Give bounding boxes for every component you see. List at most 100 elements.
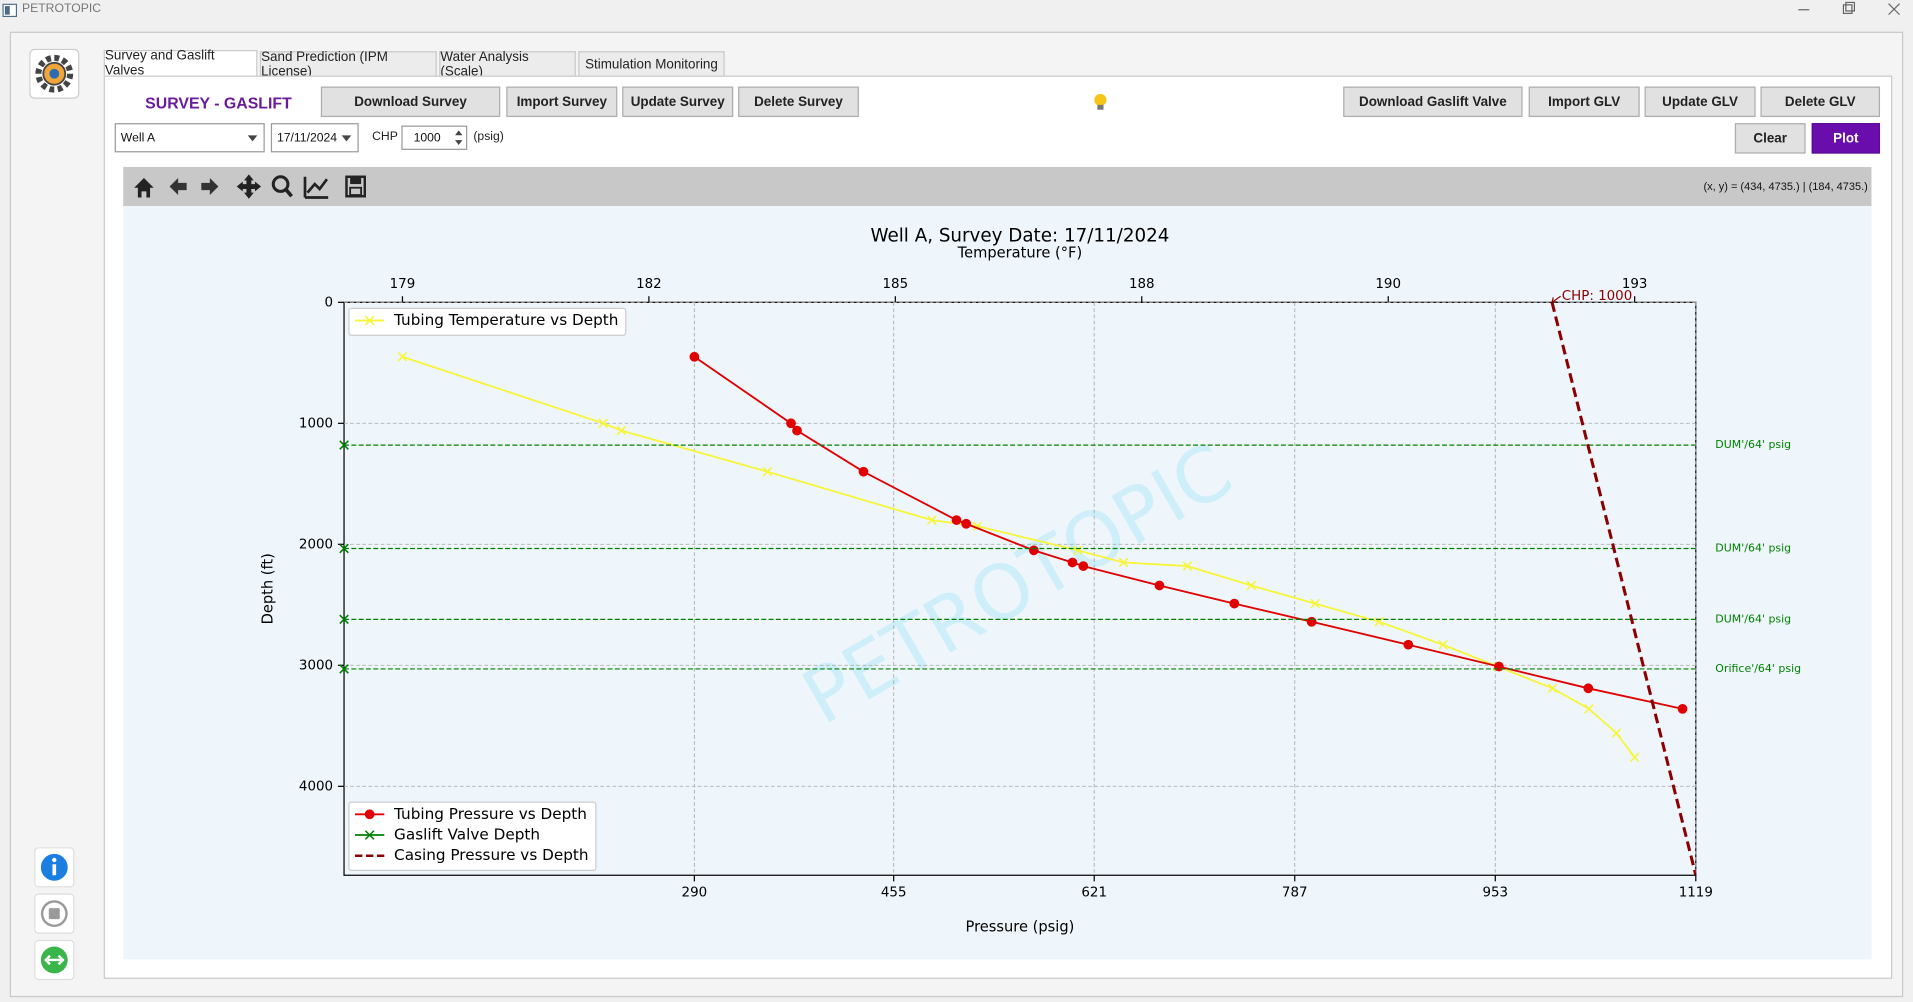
point [1547, 683, 1558, 694]
dropdown-arrow [247, 135, 258, 142]
point [1584, 704, 1594, 714]
top-tick-label: 182 [636, 277, 662, 292]
button[interactable]: Download Survey [320, 86, 501, 118]
top-tick-label: 188 [1129, 277, 1155, 292]
tab[interactable]: Sand Prediction (IPM License) [259, 49, 437, 79]
y-tick-label: 2000 [299, 537, 333, 552]
button[interactable]: Import GLV [1528, 86, 1640, 118]
valve-label: DUM'/64' psig [1715, 612, 1791, 625]
point [339, 543, 349, 554]
point [1154, 580, 1165, 591]
date-combo[interactable]: 17/11/2024 [270, 123, 359, 153]
button[interactable]: Plot [1811, 123, 1881, 154]
point [397, 351, 408, 362]
annotation: CHP: 1000 [1562, 289, 1632, 304]
legend-marker [364, 830, 375, 840]
top-axis-label: Temperature (°F) [957, 245, 1082, 262]
point [1078, 561, 1089, 571]
point [951, 515, 962, 525]
legend-marker [364, 809, 375, 820]
toolbar-icons[interactable] [123, 167, 379, 206]
unit-label: (psig) [473, 130, 504, 144]
point [927, 515, 937, 525]
point [339, 664, 349, 674]
point [1067, 557, 1078, 568]
point [1611, 728, 1622, 738]
valve-label: Orifice'/64' psig [1715, 662, 1801, 675]
x-tick-label: 1119 [1679, 885, 1713, 900]
y-tick-label: 0 [325, 295, 334, 310]
point [1583, 683, 1594, 694]
point [1182, 561, 1193, 571]
point [1438, 639, 1448, 650]
point [858, 466, 869, 477]
button[interactable]: Delete Survey [738, 86, 859, 118]
button[interactable]: Delete GLV [1760, 86, 1881, 118]
point [1677, 703, 1688, 714]
tab[interactable]: Stimulation Monitoring [578, 51, 725, 76]
sidebar-icons[interactable] [34, 847, 75, 981]
button[interactable]: Import Survey [506, 86, 618, 118]
annotation-arrow [1551, 295, 1561, 303]
x-tick-label: 953 [1482, 885, 1508, 900]
y-axis-label: Depth (ft) [259, 553, 276, 624]
point [1629, 752, 1640, 763]
chp-spinbox[interactable]: 1000 [401, 125, 468, 150]
legend-box [348, 307, 627, 336]
point [1073, 545, 1083, 556]
point [762, 466, 773, 477]
top-tick-label: 193 [1622, 277, 1648, 292]
chart-title: Well A, Survey Date: 17/11/2024 [870, 225, 1169, 246]
spin-arrows [455, 130, 463, 146]
series-line [693, 356, 1683, 710]
y-tick-label: 1000 [299, 416, 333, 431]
tab[interactable]: Survey and Gaslift Valves [103, 49, 258, 78]
point [1118, 557, 1129, 568]
button[interactable]: Clear [1734, 123, 1806, 154]
legend-box [348, 801, 597, 871]
top-tick-label: 185 [883, 277, 909, 292]
y-tick-label: 4000 [299, 779, 333, 794]
date-value: 17/11/2024 [276, 131, 338, 145]
top-tick-label: 190 [1375, 277, 1401, 292]
window-controls[interactable] [1791, 0, 1913, 20]
point [689, 351, 700, 362]
app-icon [2, 3, 18, 18]
point [1246, 580, 1257, 591]
section-title: SURVEY - GASLIFT [145, 93, 292, 113]
well-combo[interactable]: Well A [114, 123, 265, 153]
legend-label: Tubing Temperature vs Depth [393, 311, 618, 329]
series-layer [344, 302, 1696, 876]
x-tick-label: 290 [682, 885, 708, 900]
dropdown-arrow [341, 135, 352, 142]
legend-marker [364, 315, 375, 326]
point [1306, 616, 1317, 627]
watermark: PETROTOPIC [788, 427, 1246, 742]
x-axis-label: Pressure (psig) [966, 919, 1075, 936]
well-value: Well A [120, 131, 156, 145]
window-title: PETROTOPIC [21, 2, 102, 16]
tab[interactable]: Water Analysis (Scale) [439, 49, 576, 79]
point [1494, 661, 1504, 672]
button[interactable]: Download Gaslift Valve [1343, 86, 1523, 118]
chp-value: 1000 [413, 131, 441, 145]
point [1028, 545, 1039, 556]
point [1403, 639, 1414, 650]
point [961, 518, 972, 529]
cursor-coordinates: (x, y) = (434, 4735.) | (184, 4735.) [1703, 180, 1868, 193]
logo[interactable] [29, 48, 80, 100]
button[interactable]: Update Survey [622, 86, 734, 118]
chp-label: CHP [372, 130, 398, 144]
hint-bulb[interactable] [1093, 93, 1108, 113]
point [786, 418, 796, 429]
point [339, 440, 349, 450]
legend-label: Gaslift Valve Depth [394, 826, 540, 844]
chart: Well A, Survey Date: 17/11/2024 Temperat… [123, 206, 1872, 960]
plot-toolbar [123, 167, 1872, 207]
button[interactable]: Update GLV [1644, 86, 1756, 118]
legend-label: Tubing Pressure vs Depth [393, 805, 587, 823]
series-line [1550, 302, 1696, 876]
point [339, 614, 349, 625]
